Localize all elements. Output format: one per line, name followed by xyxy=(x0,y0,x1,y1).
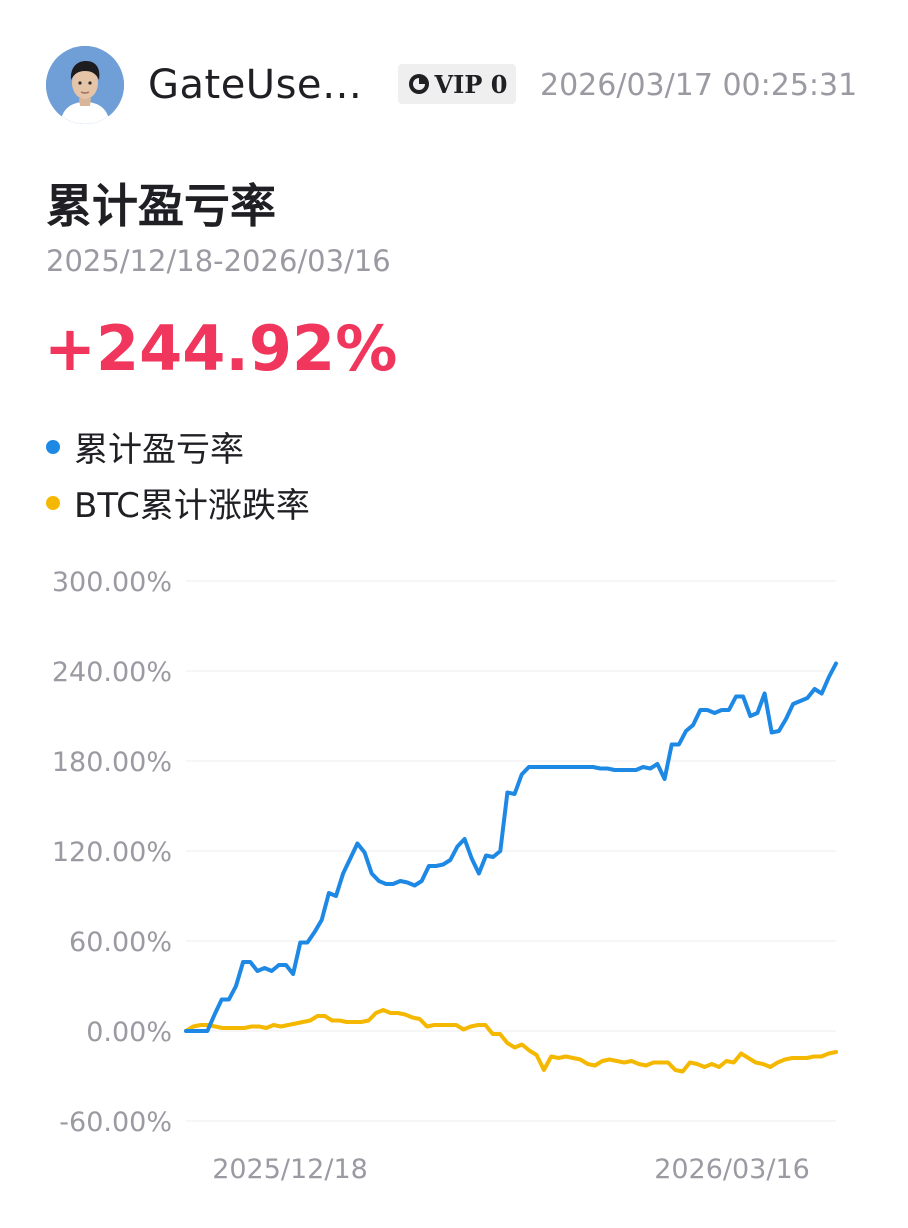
username[interactable]: GateUse… xyxy=(148,62,363,108)
post-header: GateUse… VIP 0 2026/03/17 00:25:31 xyxy=(46,44,866,126)
x-tick-label: 2025/12/18 xyxy=(212,1154,368,1185)
pnl-line-chart: 300.00% 240.00% 180.00% 120.00% 60.00% 0.00% -… xyxy=(52,567,838,1185)
y-tick-label: 60.00% xyxy=(69,927,172,958)
vip-label: VIP 0 xyxy=(434,69,508,99)
series-line-btc xyxy=(184,1008,838,1074)
y-tick-label: 300.00% xyxy=(52,567,172,598)
y-tick-label: 240.00% xyxy=(52,657,172,688)
x-tick-label: 2026/03/16 xyxy=(654,1154,810,1185)
gate-logo-icon xyxy=(408,74,429,94)
pnl-title: 累计盈亏率 xyxy=(46,179,276,233)
date-range: 2025/12/18-2026/03/16 xyxy=(46,244,391,278)
vip-badge: VIP 0 xyxy=(398,64,516,104)
legend-item-pnl: 累计盈亏率 xyxy=(46,422,244,471)
avatar-portrait-icon xyxy=(46,46,124,124)
legend-item-btc: BTC累计涨跌率 xyxy=(46,478,310,527)
legend-label-btc: BTC累计涨跌率 xyxy=(74,486,310,526)
user-avatar[interactable] xyxy=(46,46,124,124)
legend-dot-pnl xyxy=(46,439,60,454)
y-tick-label: -60.00% xyxy=(59,1107,172,1138)
pnl-value: +244.92% xyxy=(44,312,398,385)
series-line-pnl xyxy=(184,661,838,1033)
y-tick-label: 0.00% xyxy=(86,1017,172,1048)
y-tick-label: 180.00% xyxy=(52,747,172,778)
legend-label-pnl: 累计盈亏率 xyxy=(74,430,244,470)
y-tick-label: 120.00% xyxy=(52,837,172,868)
post-timestamp: 2026/03/17 00:25:31 xyxy=(540,68,858,103)
legend-dot-btc xyxy=(46,495,60,510)
